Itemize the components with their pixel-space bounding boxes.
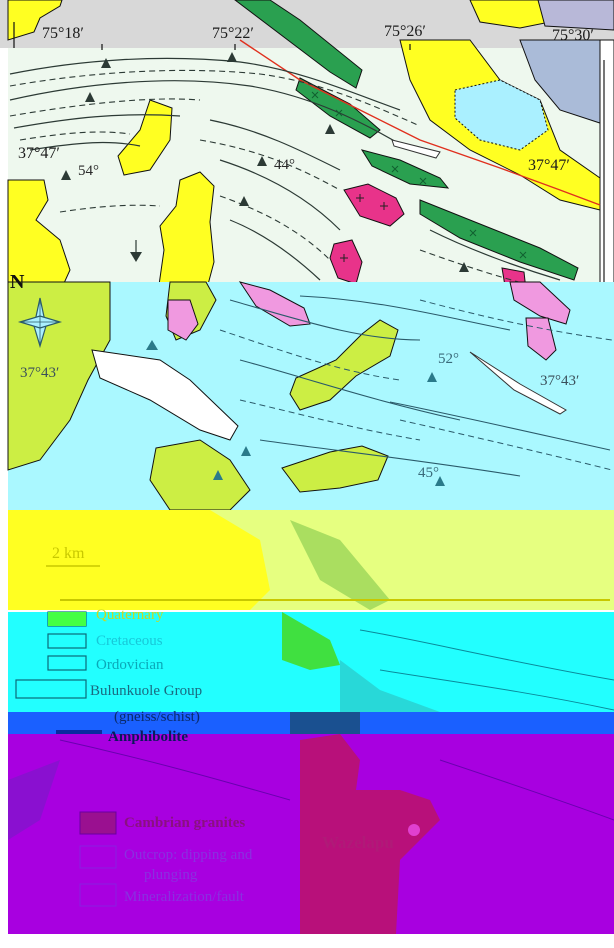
- latitude-label: 37°47′: [528, 157, 570, 174]
- legend-item-mineralization: Mineralization/fault: [124, 889, 244, 905]
- map-band-1: [0, 0, 614, 293]
- map-band-6: [8, 734, 614, 934]
- longitude-label: 75°26′: [384, 23, 426, 40]
- legend-item-gneiss-schist: (gneiss/schist): [114, 709, 200, 725]
- legend-item-quaternary: Quaternary: [96, 607, 164, 623]
- longitude-label: 75°30′: [552, 27, 594, 44]
- legend-item-outcrop: Outcrop: dipping and: [124, 847, 253, 863]
- latitude-label: 37°43′: [540, 373, 580, 389]
- legend-item-cambrian-granites: Cambrian granites: [124, 815, 246, 831]
- legend-item-ordovician: Ordovician: [96, 657, 164, 673]
- latitude-label: 37°47′: [18, 145, 60, 162]
- legend-item-amphibolite: Amphibolite: [108, 729, 189, 745]
- dip-label: 45°: [418, 465, 439, 481]
- legend-item-plunging: plunging: [144, 867, 198, 883]
- map-band-3: [8, 510, 614, 610]
- scale-bar-label: 2 km: [52, 545, 85, 562]
- legend-item-cretaceous: Cretaceous: [96, 633, 163, 649]
- latitude-label: 37°43′: [20, 365, 60, 381]
- town-label: Wazelapu: [322, 833, 394, 852]
- north-arrow-icon: [17, 297, 63, 349]
- dip-label: 54°: [78, 163, 99, 179]
- legend-item-bulunkuole-group: Bulunkuole Group: [90, 683, 203, 699]
- north-label: N: [10, 271, 25, 293]
- map-band-4: [8, 611, 614, 712]
- longitude-label: 75°18′: [42, 25, 84, 42]
- map-band-2: [7, 281, 614, 511]
- dip-label: 44°: [274, 157, 295, 173]
- dip-label: 52°: [438, 351, 459, 367]
- longitude-label: 75°22′: [212, 25, 254, 42]
